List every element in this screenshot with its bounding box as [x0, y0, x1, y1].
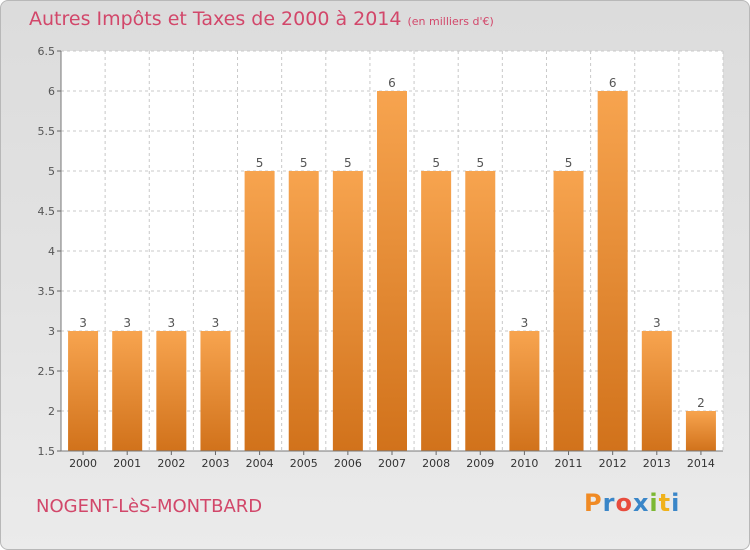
data-label: 5	[344, 156, 352, 170]
y-tick-label: 3.5	[38, 285, 56, 298]
x-tick-label: 2001	[113, 457, 141, 470]
bar-2014	[685, 411, 716, 451]
proxiti-logo: Proxiti	[584, 489, 680, 517]
y-tick-label: 3	[48, 325, 55, 338]
data-label: 6	[388, 76, 396, 90]
x-tick-label: 2013	[643, 457, 671, 470]
x-tick-label: 2004	[246, 457, 274, 470]
logo-letter: P	[584, 489, 603, 517]
bar-2003	[200, 331, 231, 451]
data-label: 2	[697, 396, 705, 410]
x-tick-label: 2006	[334, 457, 362, 470]
data-label: 3	[123, 316, 131, 330]
data-labels: 3 3 3 3 5 5 5 6 5 5 3 5 6 3 2	[79, 76, 705, 410]
axes: 1.5 2 2.5 3 3.5 4 4.5 5 5.5 6 6.5 2000 2001 2002 2003 2…	[38, 45, 723, 470]
data-label: 3	[168, 316, 176, 330]
y-tick-label: 6	[48, 85, 55, 98]
bar-2009	[465, 171, 496, 451]
data-label: 5	[565, 156, 573, 170]
bar-2012	[597, 91, 628, 451]
x-tick-label: 2009	[466, 457, 494, 470]
bar-2007	[377, 91, 407, 451]
city-name: NOGENT-LèS-MONTBARD	[36, 496, 263, 517]
logo-letter: t	[658, 489, 672, 517]
logo-letter: i	[671, 489, 681, 517]
x-tick-label: 2002	[157, 457, 185, 470]
bar-2005	[288, 171, 319, 451]
data-label: 3	[212, 316, 220, 330]
bar-2006	[332, 171, 363, 451]
data-label: 5	[300, 156, 308, 170]
data-label: 5	[256, 156, 264, 170]
bar-2011	[553, 171, 584, 451]
data-label: 3	[521, 316, 529, 330]
logo-letter: x	[632, 489, 650, 517]
bar-2008	[421, 171, 452, 451]
chart-title: Autres Impôts et Taxes de 2000 à 2014	[29, 8, 402, 30]
bar-2001	[112, 331, 143, 451]
logo-letter: o	[615, 489, 633, 517]
data-label: 3	[653, 316, 661, 330]
x-tick-label: 2005	[290, 457, 318, 470]
x-tick-label: 2010	[510, 457, 538, 470]
logo-letter: r	[602, 489, 616, 517]
bar-2000	[68, 331, 99, 451]
data-label: 6	[609, 76, 617, 90]
chart-title-block: Autres Impôts et Taxes de 2000 à 2014 (en…	[29, 8, 494, 30]
y-tick-label: 6.5	[38, 45, 56, 58]
x-tick-label: 2011	[555, 457, 583, 470]
y-tick-label: 5.5	[38, 125, 56, 138]
y-tick-label: 5	[48, 165, 55, 178]
x-tick-label: 2014	[687, 457, 715, 470]
x-tick-label: 2008	[422, 457, 450, 470]
data-label: 3	[79, 316, 87, 330]
x-tick-label: 2012	[599, 457, 627, 470]
y-tick-label: 2	[48, 405, 55, 418]
bar-2013	[641, 331, 672, 451]
data-label: 5	[476, 156, 484, 170]
y-tick-label: 2.5	[38, 365, 56, 378]
x-tick-label: 2007	[378, 457, 406, 470]
x-tick-label: 2003	[201, 457, 229, 470]
bars	[68, 91, 716, 451]
logo-letter: i	[649, 489, 659, 517]
bar-2002	[156, 331, 187, 451]
x-tick-label: 2000	[69, 457, 97, 470]
y-tick-label: 1.5	[38, 445, 56, 458]
data-label: 5	[432, 156, 440, 170]
bar-2004	[244, 171, 275, 451]
chart-unit: (en milliers d'€)	[407, 15, 494, 28]
y-tick-label: 4.5	[38, 205, 56, 218]
bar-2010	[509, 331, 540, 451]
y-tick-label: 4	[48, 245, 55, 258]
